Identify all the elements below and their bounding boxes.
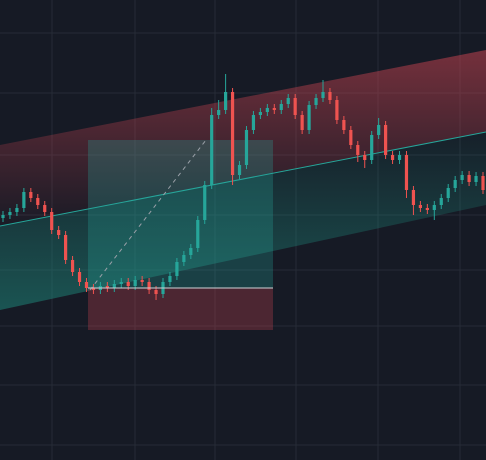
candle-body	[91, 288, 96, 290]
candles	[1, 74, 485, 300]
candle-body	[244, 130, 249, 165]
candle-body	[307, 105, 311, 130]
candle-body	[439, 198, 443, 205]
candle-body	[210, 115, 214, 185]
candle-body	[460, 175, 464, 180]
candle-body	[140, 280, 144, 282]
candle-body	[70, 260, 75, 272]
candle-body	[64, 235, 68, 260]
candle-body	[397, 155, 402, 160]
candle-body	[300, 115, 304, 130]
candle-body	[418, 205, 422, 208]
candle-body	[112, 284, 116, 288]
candle-body	[251, 115, 256, 130]
candle-body	[258, 112, 262, 115]
candle-body	[425, 208, 429, 210]
candle-body	[168, 276, 172, 282]
candle-body	[22, 192, 26, 208]
candle-body	[29, 192, 33, 198]
candle-body	[119, 282, 123, 284]
candle-body	[84, 282, 89, 288]
candle-body	[217, 110, 221, 115]
candle-body	[237, 165, 242, 175]
candle-body	[321, 92, 325, 98]
candle-body	[133, 280, 137, 286]
candle-body	[370, 135, 374, 160]
candle-body	[432, 205, 436, 210]
candle-body	[404, 155, 409, 190]
candle-body	[57, 230, 61, 235]
candle-body	[349, 130, 353, 145]
candle-body	[175, 262, 179, 276]
candle-body	[363, 155, 367, 160]
candle-body	[467, 175, 471, 182]
candle-body	[293, 98, 297, 115]
candle-body	[377, 125, 381, 135]
candle-body	[8, 212, 12, 215]
candle-body	[50, 212, 54, 230]
candle-body	[196, 220, 200, 248]
candle-body	[446, 188, 450, 198]
candle-body	[230, 92, 235, 175]
candle-body	[77, 272, 82, 282]
candle-body	[474, 176, 478, 182]
candle-body	[279, 104, 283, 110]
loss-zone	[88, 288, 273, 330]
candle-body	[272, 108, 276, 110]
candle-body	[342, 120, 346, 130]
candle-body	[481, 176, 485, 190]
candle-body	[384, 125, 388, 155]
candle-body	[154, 290, 158, 294]
candle-body	[335, 100, 339, 120]
candle-body	[203, 185, 207, 220]
candle-body	[265, 108, 269, 112]
candle-body	[105, 286, 109, 288]
candle-body	[453, 180, 457, 188]
candle-body	[43, 205, 47, 212]
candle-body	[147, 282, 151, 290]
candle-body	[126, 282, 130, 286]
candle-body	[189, 248, 193, 255]
candle-body	[36, 198, 40, 205]
lower-channel	[0, 132, 486, 310]
candle-body	[182, 255, 186, 262]
candle-body	[224, 92, 228, 110]
profit-zone	[88, 140, 273, 288]
candle-body	[411, 190, 416, 205]
candle-body	[390, 155, 395, 160]
channel-midline	[0, 131, 486, 227]
candle-body	[286, 98, 290, 104]
candle-body	[356, 145, 360, 155]
candle-body	[1, 215, 5, 218]
candle-body	[328, 92, 332, 100]
upper-channel	[0, 50, 486, 226]
candle-body	[15, 208, 19, 212]
candle-body	[314, 98, 318, 105]
